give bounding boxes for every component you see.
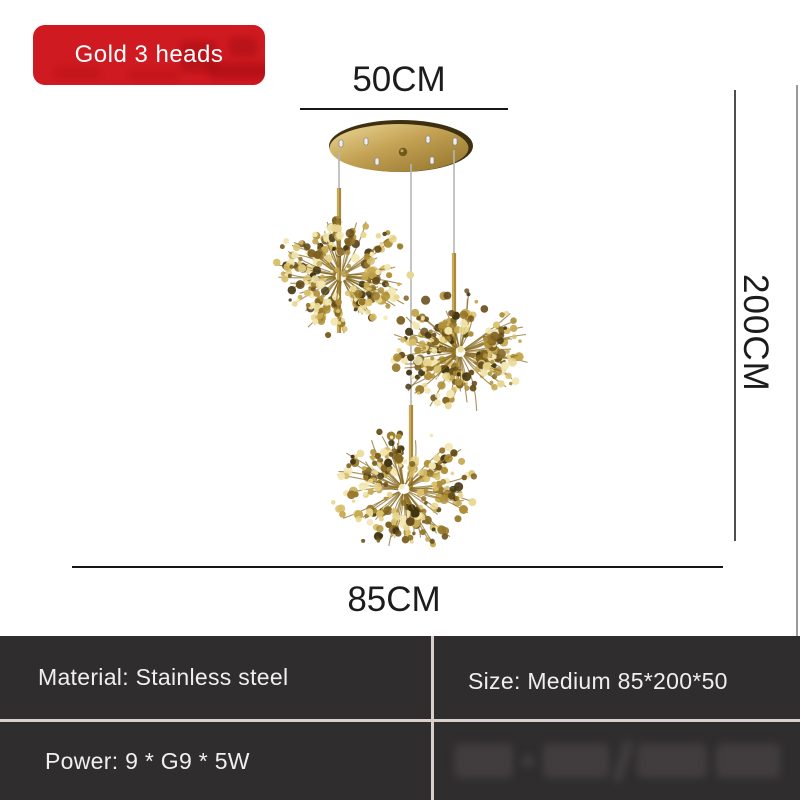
spec-cell-material: Material: Stainless steel [0, 636, 431, 719]
size-text: Size: Medium 85*200*50 [468, 668, 728, 694]
power-text: Power: 9 * G9 * 5W [45, 747, 250, 774]
watermark-smudge [209, 63, 265, 79]
spec-cell-watermark [434, 722, 800, 800]
watermark-blur [454, 744, 513, 778]
variant-badge[interactable]: Gold 3 heads [33, 25, 265, 85]
watermark-smudge [229, 37, 257, 57]
variant-badge-label: Gold 3 heads [74, 41, 224, 68]
watermark-blur [521, 755, 534, 767]
watermark-blur [610, 738, 635, 784]
spec-table: Material: Stainless steel Size: Medium 8… [0, 636, 800, 800]
spec-cell-power: Power: 9 * G9 * 5W [0, 722, 431, 800]
watermark-blur [542, 744, 609, 778]
watermark-smudge [129, 69, 179, 81]
watermark-smudge [55, 67, 101, 79]
spec-cell-size: Size: Medium 85*200*50 [434, 636, 800, 719]
dimension-bottom-label: 85CM [347, 580, 441, 619]
image-edge-border [796, 85, 798, 800]
watermark-blur [715, 744, 780, 778]
watermark-blur [636, 744, 707, 778]
dimension-top-label: 50CM [352, 60, 446, 99]
dimension-side-line [734, 90, 736, 541]
dimension-bottom-line [72, 566, 723, 568]
dimension-top-line [300, 108, 508, 110]
dimension-side-label: 200CM [736, 274, 775, 392]
material-text: Material: Stainless steel [38, 664, 289, 690]
